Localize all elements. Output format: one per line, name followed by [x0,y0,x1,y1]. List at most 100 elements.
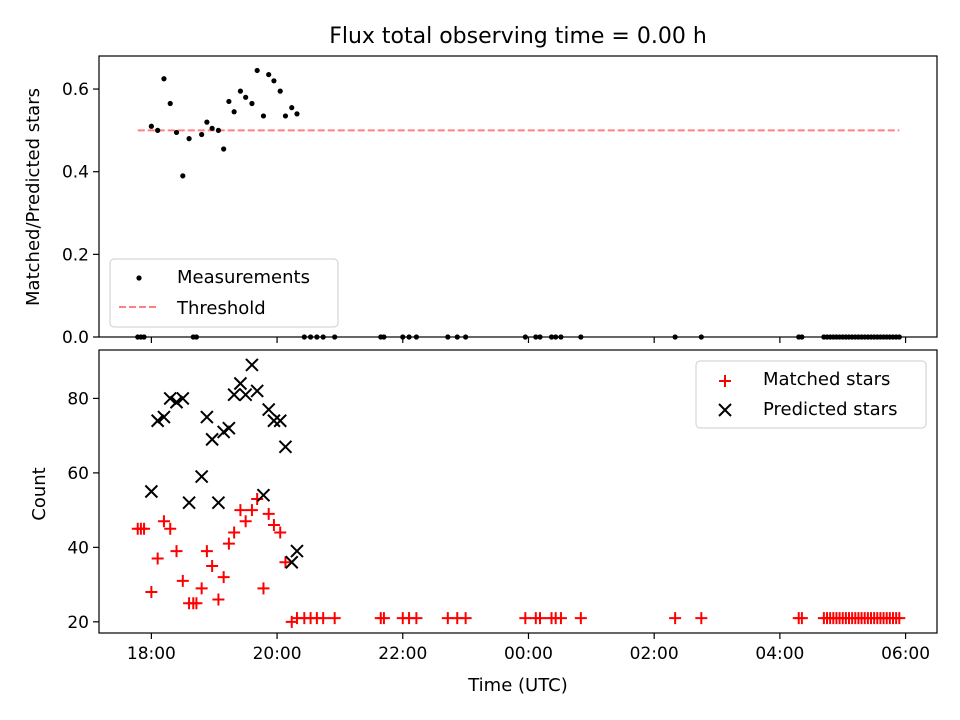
matched-star-point [267,519,280,532]
predicted-star-point [182,495,196,510]
predicted-star-point [222,421,236,435]
matched-star-point [228,526,241,539]
measurement-point [226,98,232,105]
measurement-point [301,334,307,340]
legend-matched-marker [719,375,731,387]
measurement-point [533,334,539,340]
matched-star-point [170,545,183,558]
top-x-tick-marks [150,337,907,343]
measurement-point [193,334,200,340]
measurement-point [558,334,564,340]
x-tick-label: 18:00 [127,644,176,664]
legend-predicted-marker [718,403,732,417]
matched-star-point [519,612,532,625]
x-tick-label: 20:00 [253,644,302,664]
matched-star-point [274,526,287,539]
measurement-point [578,334,584,340]
predicted-star-point [169,395,184,409]
predicted-star-point [163,391,177,406]
measurement-point [199,131,205,138]
measurement-point [400,334,406,340]
predicted-star-point [285,555,299,569]
measurement-point [307,334,314,340]
measurement-point [314,334,320,340]
matched-star-point [377,612,390,625]
x-tick-label: 00:00 [504,644,553,664]
measurement-point [260,113,267,119]
measurement-point [548,334,555,340]
matched-star-point [222,537,235,550]
top-y-tick-label: 0.6 [62,80,89,100]
matched-star-point [212,593,225,606]
matched-star-point [533,612,546,625]
top-legend-box [109,258,339,328]
measurement-point [243,94,249,100]
measurement-point [141,334,147,340]
top-legend: Measurements Threshold [109,258,339,328]
matched-star-point [145,586,158,599]
matched-star-point [239,515,252,528]
top-y-tick-label: 0.2 [62,245,89,265]
bottom-y-tick-label: 40 [67,538,89,558]
bottom-y-tick-label: 80 [67,389,89,409]
measurement-point [294,111,300,117]
measurement-point [454,334,460,340]
measurement-point [332,334,338,340]
matched-star-point [279,556,292,569]
measurement-point [406,334,412,340]
legend-measurements-marker [136,275,142,281]
measurement-point [161,76,167,82]
matched-star-point [138,522,151,535]
bottom-y-ticks: 20 40 60 80 [67,389,99,633]
measurement-point [180,173,186,179]
measurement-point [249,100,255,107]
measurement-point [204,119,210,125]
matched-star-point [893,612,906,625]
predicted-star-point [267,414,281,428]
matched-star-point [200,545,213,558]
measurement-point [672,334,678,340]
matched-star-point [195,582,208,595]
measurement-point [215,127,222,133]
matched-star-point [151,552,164,565]
matched-star-point [157,515,170,528]
bottom-series-layer [131,358,906,628]
measurement-point [282,113,289,119]
measurement-point [167,100,173,107]
predicted-star-point [273,414,287,428]
matched-star-point [317,612,330,625]
measurement-point [237,88,244,94]
bottom-y-tick-label: 60 [67,464,89,484]
measurement-point [445,334,451,340]
measurement-point [186,136,192,142]
legend-matched-label: Matched stars [763,369,890,390]
predicted-star-point [205,432,219,447]
predicted-star-point [144,484,159,499]
measurement-point [289,105,295,111]
measurement-point [381,334,387,340]
measurement-point [896,334,902,340]
x-tick-label: 02:00 [630,644,679,664]
measurement-point [155,127,161,133]
top-y-ticks: 0.0 0.2 0.4 0.6 [62,80,99,348]
predicted-star-point [227,387,241,402]
top-y-tick-label: 0.0 [62,328,89,348]
matched-star-point [164,522,177,535]
bottom-x-ticks: 18:00 20:00 22:00 00:00 02:00 04:00 06:00 [127,633,930,664]
bottom-y-axis-label: Count [29,467,50,520]
legend-measurements-label: Measurements [177,267,310,288]
measurement-point [231,109,237,115]
measurement-point [537,334,543,340]
legend-predicted-label: Predicted stars [763,399,897,420]
measurement-point [799,334,805,340]
measurement-point [463,334,469,340]
predicted-star-point [176,391,190,406]
chart-title: Flux total observing time = 0.00 h [329,24,707,49]
matched-star-point [554,612,567,625]
matched-star-point [459,612,472,625]
x-tick-label: 04:00 [755,644,804,664]
predicted-star-point [211,495,226,510]
predicted-star-point [250,384,264,398]
matched-star-point [234,504,247,517]
